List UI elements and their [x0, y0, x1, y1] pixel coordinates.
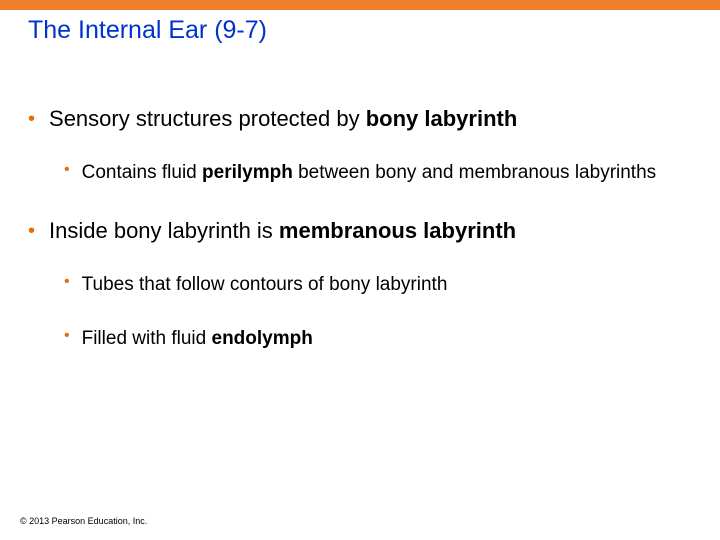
list-item: • Inside bony labyrinth is membranous la…: [28, 217, 688, 355]
text-bold: endolymph: [212, 328, 313, 349]
text-bold: membranous labyrinth: [279, 218, 516, 243]
bullet-list-level2: • Tubes that follow contours of bony lab…: [28, 269, 688, 355]
bullet-icon: •: [64, 269, 70, 295]
bullet-icon: •: [64, 157, 70, 183]
text-pre: Contains fluid: [82, 162, 202, 183]
bullet-icon: •: [28, 217, 35, 245]
bullet-text: Filled with fluid endolymph: [82, 323, 313, 355]
list-item: • Contains fluid perilymph between bony …: [64, 157, 688, 189]
bullet-text: Tubes that follow contours of bony labyr…: [82, 269, 448, 301]
bullet-text: Inside bony labyrinth is membranous laby…: [49, 217, 516, 245]
text-pre: Tubes that follow contours of bony labyr…: [82, 274, 448, 295]
bullet-icon: •: [28, 105, 35, 133]
text-bold: perilymph: [202, 162, 293, 183]
bullet-row: • Tubes that follow contours of bony lab…: [64, 269, 688, 301]
text-bold: bony labyrinth: [366, 106, 518, 131]
text-pre: Filled with fluid: [82, 328, 212, 349]
bullet-row: • Filled with fluid endolymph: [64, 323, 688, 355]
list-item: • Tubes that follow contours of bony lab…: [64, 269, 688, 301]
header-accent-bar: [0, 0, 720, 10]
bullet-row: • Contains fluid perilymph between bony …: [64, 157, 688, 189]
content-body: • Sensory structures protected by bony l…: [28, 105, 688, 383]
text-pre: Sensory structures protected by: [49, 106, 366, 131]
bullet-list-level1: • Sensory structures protected by bony l…: [28, 105, 688, 355]
slide-container: The Internal Ear (9-7) • Sensory structu…: [0, 0, 720, 540]
title-area: The Internal Ear (9-7): [0, 10, 720, 51]
slide-title: The Internal Ear (9-7): [28, 16, 720, 45]
text-post: between bony and membranous labyrinths: [293, 162, 656, 183]
list-item: • Sensory structures protected by bony l…: [28, 105, 688, 189]
text-pre: Inside bony labyrinth is: [49, 218, 279, 243]
bullet-list-level2: • Contains fluid perilymph between bony …: [28, 157, 688, 189]
bullet-text: Contains fluid perilymph between bony an…: [82, 157, 657, 189]
bullet-row: • Inside bony labyrinth is membranous la…: [28, 217, 688, 245]
copyright-footer: © 2013 Pearson Education, Inc.: [20, 516, 147, 526]
bullet-row: • Sensory structures protected by bony l…: [28, 105, 688, 133]
list-item: • Filled with fluid endolymph: [64, 323, 688, 355]
bullet-text: Sensory structures protected by bony lab…: [49, 105, 517, 133]
bullet-icon: •: [64, 323, 70, 349]
header-bar: The Internal Ear (9-7): [0, 0, 720, 51]
